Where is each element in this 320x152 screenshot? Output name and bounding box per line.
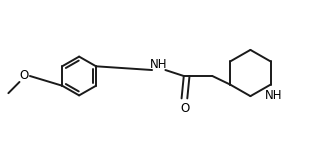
Text: O: O	[20, 69, 29, 83]
Text: O: O	[180, 102, 189, 115]
Text: NH: NH	[150, 58, 167, 71]
Text: NH: NH	[265, 88, 283, 102]
